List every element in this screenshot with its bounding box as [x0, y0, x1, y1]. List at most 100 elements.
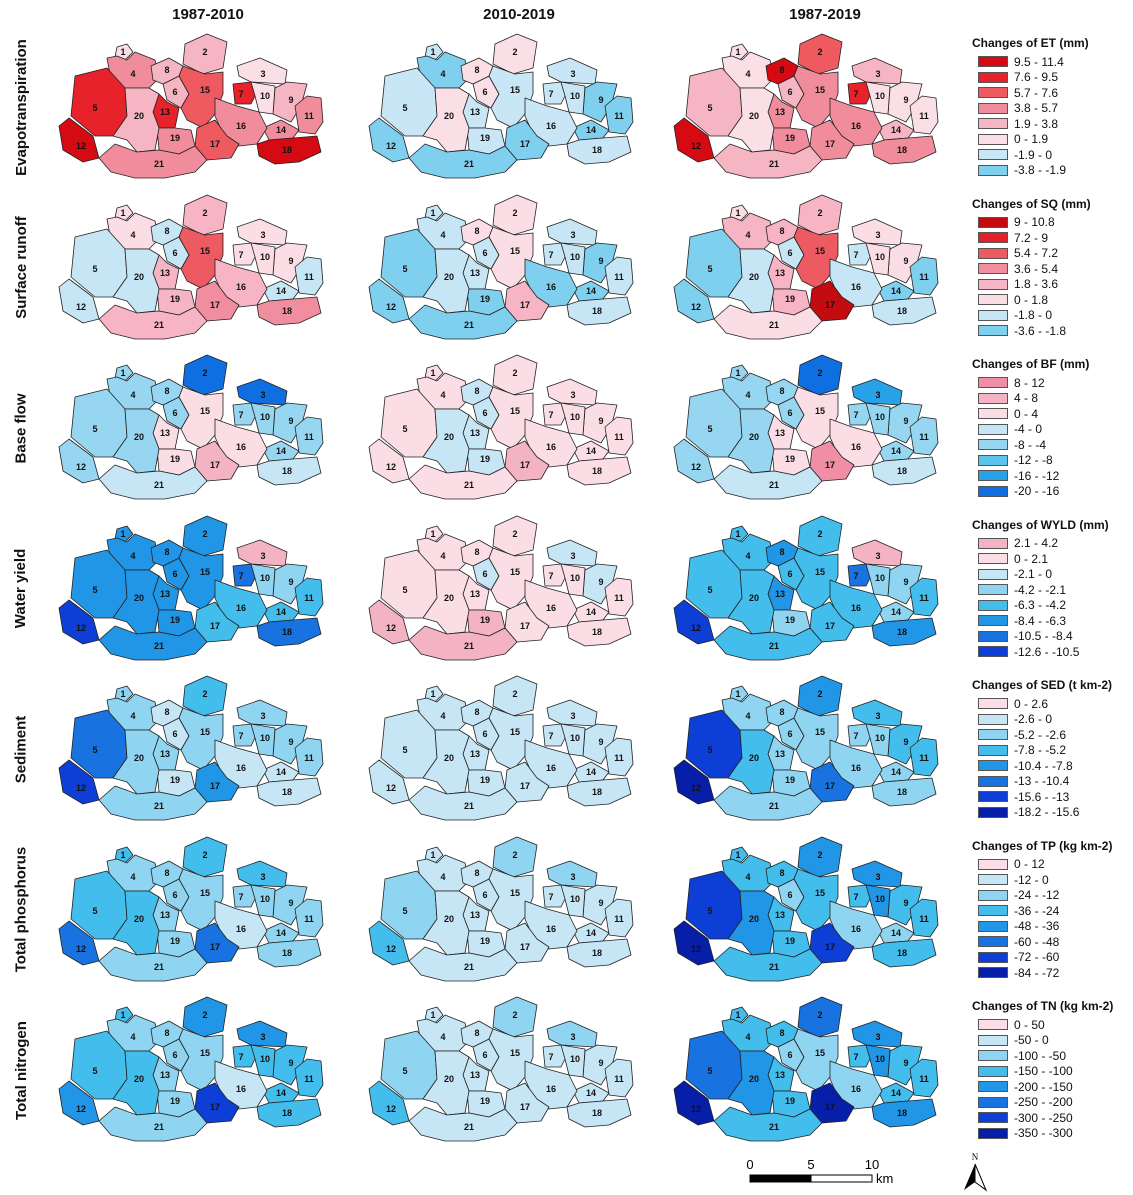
legend-swatch — [978, 951, 1008, 963]
legend-swatch — [978, 615, 1008, 627]
subbasin-11 — [294, 1058, 324, 1098]
subbasin-label-5: 5 — [402, 745, 407, 755]
subbasin-label-8: 8 — [474, 547, 479, 557]
subbasin-2 — [797, 515, 843, 556]
subbasin-21 — [98, 1106, 208, 1142]
subbasin-label-8: 8 — [164, 707, 169, 717]
legend-6: Changes of TN (kg km-2) 0 - 50 -50 - 0 -100… — [972, 999, 1132, 1141]
subbasin-label-19: 19 — [170, 775, 180, 785]
subbasin-1 — [114, 685, 134, 703]
subbasin-label-8: 8 — [474, 1028, 479, 1038]
subbasin-label-18: 18 — [592, 948, 602, 958]
legend-swatch — [978, 858, 1008, 870]
legend-label: -4.2 - -2.1 — [1014, 582, 1067, 597]
scale-tick-10: 10 — [865, 1157, 879, 1172]
subbasin-label-15: 15 — [510, 727, 520, 737]
subbasin-label-14: 14 — [276, 928, 286, 938]
subbasin-label-14: 14 — [276, 607, 286, 617]
subbasin-label-8: 8 — [474, 226, 479, 236]
subbasin-1 — [729, 685, 749, 703]
subbasin-label-10: 10 — [875, 252, 885, 262]
subbasin-label-5: 5 — [92, 103, 97, 113]
subbasin-label-9: 9 — [598, 577, 603, 587]
subbasin-label-2: 2 — [817, 689, 822, 699]
legend-label: -16 - -12 — [1014, 468, 1060, 483]
subbasin-label-9: 9 — [903, 256, 908, 266]
legend-label: -15.6 - -13 — [1014, 789, 1070, 804]
subbasin-label-1: 1 — [120, 47, 125, 57]
legend-swatch — [978, 553, 1008, 565]
subbasin-label-9: 9 — [598, 1058, 603, 1068]
subbasin-label-19: 19 — [480, 936, 490, 946]
subbasin-label-10: 10 — [875, 733, 885, 743]
legend-item: -4.2 - -2.1 — [972, 582, 1132, 598]
subbasin-label-13: 13 — [160, 428, 170, 438]
legend-item: -3.8 - -1.9 — [972, 163, 1132, 179]
subbasin-2 — [492, 675, 538, 717]
subbasin-label-15: 15 — [200, 85, 210, 95]
row-label-1: Surface runoff — [8, 193, 34, 343]
subbasin-14 — [877, 280, 915, 301]
subbasin-label-1: 1 — [735, 850, 740, 860]
subbasin-label-14: 14 — [891, 767, 901, 777]
subbasin-21 — [408, 464, 518, 500]
subbasin-label-7: 7 — [853, 731, 858, 741]
subbasin-label-1: 1 — [430, 208, 435, 218]
legend-item: -6.3 - -4.2 — [972, 598, 1132, 614]
legend-item: -20 - -16 — [972, 484, 1132, 500]
subbasin-label-18: 18 — [897, 466, 907, 476]
subbasin-7 — [232, 563, 258, 586]
legend-title: Changes of TN (kg km-2) — [972, 999, 1114, 1013]
subbasin-2 — [182, 515, 228, 556]
subbasin-2 — [182, 33, 228, 75]
subbasin-label-3: 3 — [260, 872, 265, 882]
subbasin-14 — [262, 761, 300, 783]
subbasin-label-6: 6 — [482, 1050, 487, 1060]
legend-item: -1.8 - 0 — [972, 308, 1132, 324]
subbasin-label-10: 10 — [570, 1054, 580, 1064]
subbasin-7 — [542, 884, 568, 907]
legend-label: -20 - -16 — [1014, 484, 1060, 499]
subbasin-label-1: 1 — [120, 850, 125, 860]
legend-label: -12 - 0 — [1014, 872, 1049, 887]
subbasin-label-19: 19 — [170, 133, 180, 143]
subbasin-18 — [566, 456, 632, 486]
subbasin-21 — [98, 143, 208, 179]
subbasin-label-10: 10 — [570, 91, 580, 101]
subbasin-label-4: 4 — [440, 230, 445, 240]
subbasin-label-7: 7 — [238, 892, 243, 902]
legend-4: Changes of SED (t km-2) 0 - 2.6 -2.6 - 0 -5… — [972, 678, 1132, 820]
subbasin-label-10: 10 — [875, 91, 885, 101]
subbasin-11 — [909, 1058, 939, 1098]
subbasin-label-13: 13 — [470, 268, 480, 278]
legend-title: Changes of SQ (mm) — [972, 196, 1091, 211]
subbasin-label-3: 3 — [875, 872, 880, 882]
legend-5: Changes of TP (kg km-2) 0 - 12 -12 - 0 -24 … — [972, 839, 1132, 981]
subbasin-label-17: 17 — [520, 781, 530, 791]
subbasin-label-15: 15 — [200, 406, 210, 416]
subbasin-label-16: 16 — [236, 282, 246, 292]
subbasin-label-7: 7 — [853, 571, 858, 581]
subbasin-label-14: 14 — [586, 1088, 596, 1098]
subbasin-label-9: 9 — [288, 416, 293, 426]
subbasin-label-10: 10 — [260, 573, 270, 583]
subbasin-18 — [871, 777, 937, 807]
subbasin-label-14: 14 — [276, 446, 286, 456]
subbasin-18 — [256, 296, 322, 325]
subbasin-label-17: 17 — [520, 460, 530, 470]
subbasin-11 — [604, 577, 634, 616]
subbasin-label-17: 17 — [825, 942, 835, 952]
subbasin-10 — [865, 402, 891, 436]
subbasin-label-20: 20 — [444, 1074, 454, 1084]
subbasin-label-20: 20 — [444, 753, 454, 763]
legend-item: 3.6 - 5.4 — [972, 261, 1132, 277]
legend-item: -15.6 - -13 — [972, 789, 1132, 805]
subbasin-label-21: 21 — [769, 962, 779, 972]
subbasin-label-8: 8 — [779, 386, 784, 396]
legend-item: 7.6 - 9.5 — [972, 70, 1132, 86]
subbasin-label-16: 16 — [851, 1084, 861, 1094]
subbasin-label-14: 14 — [891, 607, 901, 617]
